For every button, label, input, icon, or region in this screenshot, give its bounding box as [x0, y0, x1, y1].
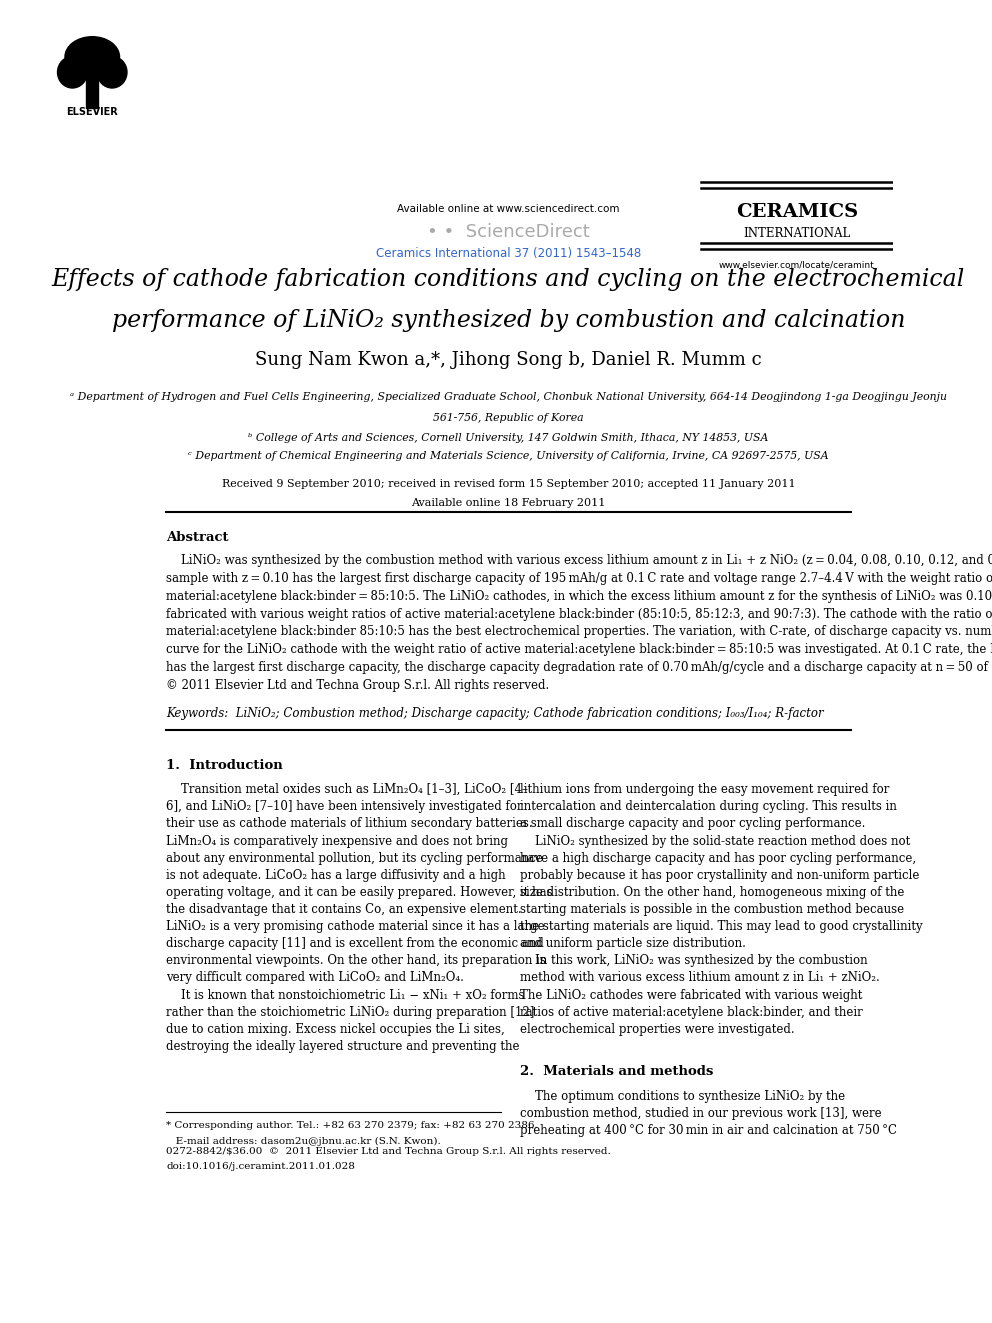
Text: 1.  Introduction: 1. Introduction [167, 759, 283, 771]
Text: is not adequate. LiCoO₂ has a large diffusivity and a high: is not adequate. LiCoO₂ has a large diff… [167, 869, 506, 882]
Text: destroying the ideally layered structure and preventing the: destroying the ideally layered structure… [167, 1040, 520, 1053]
Text: 6], and LiNiO₂ [7–10] have been intensively investigated for: 6], and LiNiO₂ [7–10] have been intensiv… [167, 800, 523, 814]
Text: fabricated with various weight ratios of active material:acetylene black:binder : fabricated with various weight ratios of… [167, 607, 992, 620]
Text: the starting materials are liquid. This may lead to good crystallinity: the starting materials are liquid. This … [520, 919, 923, 933]
Text: 561-756, Republic of Korea: 561-756, Republic of Korea [434, 413, 583, 423]
Text: Keywords:  LiNiO₂; Combustion method; Discharge capacity; Cathode fabrication co: Keywords: LiNiO₂; Combustion method; Dis… [167, 706, 824, 720]
Text: www.elsevier.com/locate/ceramint: www.elsevier.com/locate/ceramint [719, 261, 875, 270]
Text: environmental viewpoints. On the other hand, its preparation is: environmental viewpoints. On the other h… [167, 954, 547, 967]
Text: performance of LiNiO₂ synthesized by combustion and calcination: performance of LiNiO₂ synthesized by com… [112, 308, 905, 332]
Text: starting materials is possible in the combustion method because: starting materials is possible in the co… [520, 904, 904, 916]
Ellipse shape [97, 57, 127, 87]
Text: Available online at www.sciencedirect.com: Available online at www.sciencedirect.co… [397, 204, 620, 213]
Text: operating voltage, and it can be easily prepared. However, it has: operating voltage, and it can be easily … [167, 886, 553, 898]
Text: The LiNiO₂ cathodes were fabricated with various weight: The LiNiO₂ cathodes were fabricated with… [520, 988, 862, 1002]
Text: LiNiO₂ is a very promising cathode material since it has a large: LiNiO₂ is a very promising cathode mater… [167, 919, 545, 933]
Text: Effects of cathode fabrication conditions and cycling on the electrochemical: Effects of cathode fabrication condition… [52, 267, 965, 291]
Text: their use as cathode materials of lithium secondary batteries.: their use as cathode materials of lithiu… [167, 818, 533, 831]
Text: 0272-8842/$36.00  ©  2011 Elsevier Ltd and Techna Group S.r.l. All rights reserv: 0272-8842/$36.00 © 2011 Elsevier Ltd and… [167, 1147, 611, 1156]
Text: It is known that nonstoichiometric Li₁ − xNi₁ + xO₂ forms: It is known that nonstoichiometric Li₁ −… [167, 988, 525, 1002]
Text: lithium ions from undergoing the easy movement required for: lithium ions from undergoing the easy mo… [520, 783, 889, 796]
Text: © 2011 Elsevier Ltd and Techna Group S.r.l. All rights reserved.: © 2011 Elsevier Ltd and Techna Group S.r… [167, 679, 550, 692]
Text: Available online 18 February 2011: Available online 18 February 2011 [412, 497, 605, 508]
Text: size distribution. On the other hand, homogeneous mixing of the: size distribution. On the other hand, ho… [520, 886, 905, 898]
Text: Received 9 September 2010; received in revised form 15 September 2010; accepted : Received 9 September 2010; received in r… [221, 479, 796, 488]
Text: LiNiO₂ was synthesized by the combustion method with various excess lithium amou: LiNiO₂ was synthesized by the combustion… [167, 554, 992, 568]
Text: • •  ScienceDirect: • • ScienceDirect [427, 224, 590, 241]
Text: rather than the stoichiometric LiNiO₂ during preparation [12]: rather than the stoichiometric LiNiO₂ du… [167, 1005, 535, 1019]
Ellipse shape [58, 57, 87, 87]
Text: In this work, LiNiO₂ was synthesized by the combustion: In this work, LiNiO₂ was synthesized by … [520, 954, 868, 967]
Text: probably because it has poor crystallinity and non-uniform particle: probably because it has poor crystallini… [520, 869, 920, 882]
Text: CERAMICS: CERAMICS [736, 202, 858, 221]
Text: E-mail address: dasom2u@jbnu.ac.kr (S.N. Kwon).: E-mail address: dasom2u@jbnu.ac.kr (S.N.… [167, 1136, 441, 1146]
Text: sample with z = 0.10 has the largest first discharge capacity of 195 mAh/g at 0.: sample with z = 0.10 has the largest fir… [167, 572, 992, 585]
Text: method with various excess lithium amount z in Li₁ + zNiO₂.: method with various excess lithium amoun… [520, 971, 880, 984]
Text: have a high discharge capacity and has poor cycling performance,: have a high discharge capacity and has p… [520, 852, 916, 865]
Text: ᵇ College of Arts and Sciences, Cornell University, 147 Goldwin Smith, Ithaca, N: ᵇ College of Arts and Sciences, Cornell … [248, 433, 769, 443]
Text: has the largest first discharge capacity, the discharge capacity degradation rat: has the largest first discharge capacity… [167, 662, 992, 673]
Text: Transition metal oxides such as LiMn₂O₄ [1–3], LiCoO₂ [4–: Transition metal oxides such as LiMn₂O₄ … [167, 783, 528, 796]
Text: discharge capacity [11] and is excellent from the economic and: discharge capacity [11] and is excellent… [167, 937, 545, 950]
Text: and uniform particle size distribution.: and uniform particle size distribution. [520, 937, 746, 950]
Text: electrochemical properties were investigated.: electrochemical properties were investig… [520, 1023, 795, 1036]
Text: LiMn₂O₄ is comparatively inexpensive and does not bring: LiMn₂O₄ is comparatively inexpensive and… [167, 835, 508, 848]
Text: The optimum conditions to synthesize LiNiO₂ by the: The optimum conditions to synthesize LiN… [520, 1090, 845, 1103]
Text: ratios of active material:acetylene black:binder, and their: ratios of active material:acetylene blac… [520, 1005, 863, 1019]
Bar [86, 77, 98, 108]
Text: ᶜ Department of Chemical Engineering and Materials Science, University of Califo: ᶜ Department of Chemical Engineering and… [188, 451, 828, 462]
Text: ELSEVIER: ELSEVIER [66, 107, 118, 118]
Text: material:acetylene black:binder = 85:10:5. The LiNiO₂ cathodes, in which the exc: material:acetylene black:binder = 85:10:… [167, 590, 992, 603]
Text: material:acetylene black:binder 85:10:5 has the best electrochemical properties.: material:acetylene black:binder 85:10:5 … [167, 626, 992, 638]
Text: ᵃ Department of Hydrogen and Fuel Cells Engineering, Specialized Graduate School: ᵃ Department of Hydrogen and Fuel Cells … [69, 392, 947, 402]
Text: the disadvantage that it contains Co, an expensive element.: the disadvantage that it contains Co, an… [167, 904, 522, 916]
Text: Sung Nam Kwon a,*, Jihong Song b, Daniel R. Mumm c: Sung Nam Kwon a,*, Jihong Song b, Daniel… [255, 352, 762, 369]
Text: * Corresponding author. Tel.: +82 63 270 2379; fax: +82 63 270 2386.: * Corresponding author. Tel.: +82 63 270… [167, 1122, 538, 1130]
Text: due to cation mixing. Excess nickel occupies the Li sites,: due to cation mixing. Excess nickel occu… [167, 1023, 505, 1036]
Text: combustion method, studied in our previous work [13], were: combustion method, studied in our previo… [520, 1107, 882, 1121]
Text: INTERNATIONAL: INTERNATIONAL [743, 228, 850, 239]
Text: curve for the LiNiO₂ cathode with the weight ratio of active material:acetylene : curve for the LiNiO₂ cathode with the we… [167, 643, 992, 656]
Text: LiNiO₂ synthesized by the solid-state reaction method does not: LiNiO₂ synthesized by the solid-state re… [520, 835, 911, 848]
Text: about any environmental pollution, but its cycling performance: about any environmental pollution, but i… [167, 852, 544, 865]
Text: Ceramics International 37 (2011) 1543–1548: Ceramics International 37 (2011) 1543–15… [376, 247, 641, 261]
Text: preheating at 400 °C for 30 min in air and calcination at 750 °C: preheating at 400 °C for 30 min in air a… [520, 1125, 897, 1136]
Text: Abstract: Abstract [167, 531, 229, 544]
Text: doi:10.1016/j.ceramint.2011.01.028: doi:10.1016/j.ceramint.2011.01.028 [167, 1162, 355, 1171]
Text: a small discharge capacity and poor cycling performance.: a small discharge capacity and poor cycl… [520, 818, 865, 831]
Text: intercalation and deintercalation during cycling. This results in: intercalation and deintercalation during… [520, 800, 897, 814]
Ellipse shape [65, 37, 119, 77]
Text: very difficult compared with LiCoO₂ and LiMn₂O₄.: very difficult compared with LiCoO₂ and … [167, 971, 464, 984]
Text: 2.  Materials and methods: 2. Materials and methods [520, 1065, 713, 1078]
